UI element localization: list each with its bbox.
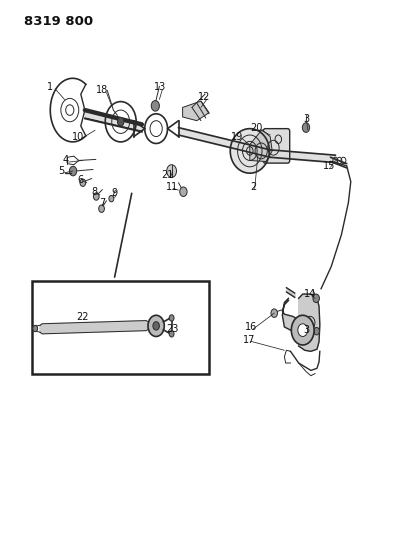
Text: 5: 5 (58, 166, 65, 176)
Text: 15: 15 (322, 161, 335, 171)
Circle shape (151, 101, 159, 111)
Circle shape (153, 321, 159, 330)
Text: 13: 13 (154, 82, 166, 92)
Text: 14: 14 (303, 289, 315, 299)
Text: 18: 18 (96, 85, 108, 95)
Text: 6: 6 (78, 174, 84, 184)
Text: 8: 8 (91, 187, 97, 197)
Text: 7: 7 (99, 198, 105, 208)
Circle shape (313, 327, 319, 335)
Circle shape (148, 316, 164, 336)
Circle shape (99, 205, 104, 213)
Text: 9: 9 (111, 188, 117, 198)
Text: 10: 10 (72, 132, 84, 142)
Circle shape (109, 196, 114, 202)
Text: 4: 4 (63, 156, 69, 165)
Polygon shape (282, 298, 298, 331)
Text: 2: 2 (249, 182, 256, 192)
Circle shape (179, 187, 187, 197)
Text: 22: 22 (76, 312, 88, 322)
Text: 1: 1 (47, 82, 53, 92)
Polygon shape (40, 320, 148, 334)
Text: 21: 21 (161, 171, 173, 180)
Text: 12: 12 (198, 92, 210, 102)
FancyBboxPatch shape (263, 128, 289, 163)
Text: 23: 23 (166, 324, 178, 334)
Circle shape (297, 324, 307, 336)
Circle shape (93, 193, 99, 200)
Circle shape (80, 179, 85, 187)
Circle shape (117, 117, 124, 126)
Circle shape (69, 166, 76, 176)
Text: 16: 16 (244, 322, 256, 333)
Circle shape (169, 315, 174, 321)
Polygon shape (230, 128, 269, 173)
Text: 19: 19 (231, 132, 243, 142)
Circle shape (169, 330, 174, 337)
Circle shape (33, 325, 38, 332)
Circle shape (166, 165, 176, 177)
Polygon shape (298, 294, 319, 351)
Polygon shape (182, 101, 209, 120)
Text: 3: 3 (302, 114, 308, 124)
Circle shape (270, 309, 277, 317)
Circle shape (312, 294, 319, 303)
Polygon shape (249, 130, 272, 161)
Text: 11: 11 (165, 182, 177, 192)
Text: 20: 20 (249, 123, 262, 133)
Circle shape (301, 123, 309, 132)
Text: 8319 800: 8319 800 (24, 14, 93, 28)
Text: 3: 3 (302, 325, 308, 335)
Circle shape (291, 316, 313, 345)
Text: 17: 17 (242, 335, 254, 345)
Bar (32, 281, 209, 374)
